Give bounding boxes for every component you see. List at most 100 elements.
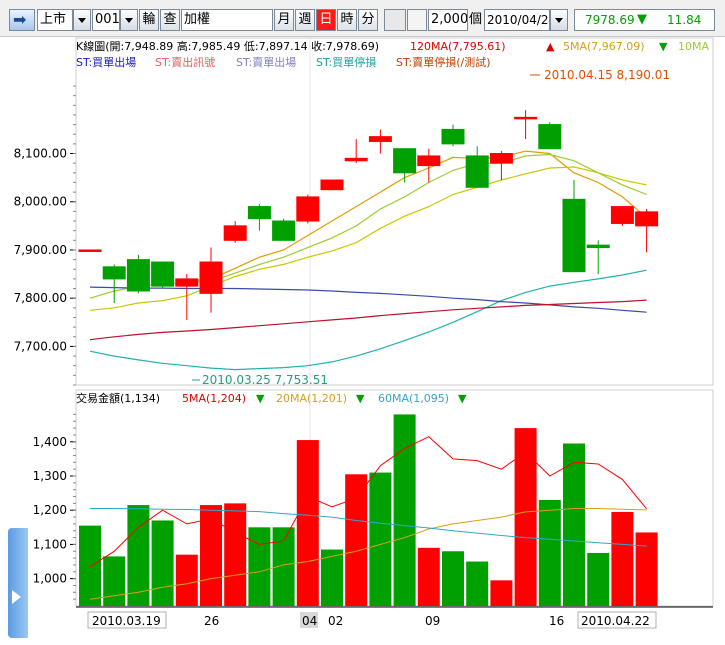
blank-toggle-button-2[interactable] bbox=[407, 9, 427, 31]
volume-ma-line-5MA bbox=[89, 436, 647, 568]
vol-ma5-legend: 5MA(1,204) bbox=[182, 392, 246, 405]
code-dropdown-button[interactable] bbox=[120, 9, 138, 31]
ma-line-60MA bbox=[89, 269, 647, 371]
candle-body bbox=[199, 261, 223, 294]
date-dropdown-button[interactable] bbox=[550, 9, 568, 31]
vol-ma5-arrow-icon: ▼ bbox=[256, 392, 265, 405]
low-annotation: 2010.03.25 7,753.51 bbox=[202, 373, 328, 387]
candle-body bbox=[538, 124, 562, 150]
rotate-button[interactable]: 輪 bbox=[139, 9, 159, 31]
go-arrow-button[interactable]: ➡ bbox=[9, 9, 35, 31]
date-input[interactable]: 2010/04/22 bbox=[484, 9, 550, 31]
quote-box: 7978.69 ▼ 11.84 bbox=[574, 9, 715, 31]
ma5-legend: 5MA(7,967.09) bbox=[563, 40, 645, 53]
period-hour-button[interactable]: 時 bbox=[337, 9, 357, 31]
change-arrow-icon: ▼ bbox=[637, 12, 647, 27]
volume-bar bbox=[587, 552, 610, 606]
candle-body bbox=[417, 155, 441, 167]
x-label-26: 26 bbox=[204, 614, 219, 628]
price-tick-label: 8,100.00 bbox=[14, 147, 67, 161]
st-legend-4: ST:買單停損 bbox=[316, 55, 376, 69]
candle-body bbox=[175, 278, 199, 287]
candle-body bbox=[272, 220, 296, 241]
candle-body bbox=[393, 148, 417, 174]
volume-bar bbox=[296, 440, 319, 606]
blank-toggle-button[interactable] bbox=[384, 9, 406, 31]
volume-tick-label: 1,100 bbox=[33, 537, 67, 551]
volume-bar bbox=[345, 474, 368, 606]
volume-bar bbox=[393, 414, 416, 606]
volume-bar bbox=[127, 505, 150, 606]
candle-body bbox=[635, 211, 659, 227]
ma-line-240MA bbox=[89, 299, 647, 341]
candle-body bbox=[562, 198, 586, 273]
volume-tick-label: 1,200 bbox=[33, 503, 67, 517]
candle-body bbox=[441, 128, 465, 145]
price-tick-label: 7,900.00 bbox=[14, 243, 67, 257]
volume-bar bbox=[611, 511, 634, 606]
vol-ma20-legend: 20MA(1,201) bbox=[276, 392, 347, 405]
index-name-field: 加權 bbox=[181, 9, 273, 31]
candle-body bbox=[489, 153, 513, 164]
candle-body bbox=[247, 206, 271, 220]
price-tick-label: 7,800.00 bbox=[14, 291, 67, 305]
candle-body bbox=[610, 206, 634, 224]
st-legend-1: ST:買單出場 bbox=[76, 55, 136, 69]
volume-bar bbox=[103, 556, 126, 606]
volume-bar bbox=[442, 551, 464, 606]
vol-ma20-arrow-icon: ▼ bbox=[356, 392, 365, 405]
candle-body bbox=[223, 225, 247, 241]
ma-line-10MA bbox=[89, 166, 647, 311]
volume-ma-line-20MA bbox=[89, 508, 647, 600]
count-input[interactable]: 2,000 bbox=[428, 9, 468, 31]
ma5-arrow-icon: ▼ bbox=[659, 40, 668, 53]
volume-bar bbox=[417, 547, 440, 606]
candle-body bbox=[368, 136, 392, 142]
side-panel-toggle[interactable] bbox=[8, 528, 28, 638]
candle-body bbox=[465, 155, 489, 188]
x-end-box bbox=[577, 611, 657, 629]
volume-bar bbox=[248, 527, 271, 606]
x-label-02: 02 bbox=[328, 614, 343, 628]
volume-bar bbox=[200, 505, 222, 606]
volume-tick-label: 1,400 bbox=[33, 435, 67, 449]
period-day-button[interactable]: 日 bbox=[316, 9, 336, 31]
ma-line-120MA bbox=[89, 286, 647, 313]
market-select[interactable]: 上市 bbox=[37, 9, 73, 31]
expand-arrow-icon bbox=[12, 590, 21, 604]
volume-bar bbox=[635, 532, 658, 606]
x-04-box bbox=[300, 612, 318, 628]
volume-bar bbox=[538, 499, 561, 606]
volume-bar bbox=[79, 525, 101, 606]
ma-line-5MA bbox=[186, 150, 647, 282]
volume-bar bbox=[514, 428, 537, 606]
volume-bar bbox=[369, 472, 392, 606]
x-label-end: 2010.04.22 bbox=[581, 614, 650, 628]
volume-bar bbox=[466, 561, 489, 606]
x-label-start: 2010.03.19 bbox=[92, 614, 161, 628]
vol-ma60-legend: 60MA(1,095) bbox=[378, 392, 449, 405]
code-input[interactable]: 001 bbox=[92, 9, 120, 31]
volume-title: 交易金額(1,134) bbox=[76, 391, 160, 405]
market-dropdown-button[interactable] bbox=[73, 9, 91, 31]
period-month-button[interactable]: 月 bbox=[274, 9, 294, 31]
volume-bar bbox=[151, 520, 174, 606]
candle-body bbox=[586, 244, 610, 249]
toolbar: ➡ 上市 001 輪 查 加權 月 週 日 時 分 2,000 個 2010/0… bbox=[0, 0, 725, 37]
volume-bar bbox=[224, 503, 247, 606]
candle-body bbox=[344, 157, 368, 162]
ma120-legend: 120MA(7,795.61) bbox=[410, 40, 506, 53]
volume-tick-label: 1,300 bbox=[33, 469, 67, 483]
kline-legend: K線圖(開:7,948.89 高:7,985.49 低:7,897.14 收:7… bbox=[76, 39, 379, 53]
ma10-legend: 10MA bbox=[678, 40, 709, 53]
candle-body bbox=[126, 259, 150, 292]
query-button[interactable]: 查 bbox=[160, 9, 180, 31]
period-week-button[interactable]: 週 bbox=[295, 9, 315, 31]
price-tick-label: 7,700.00 bbox=[14, 339, 67, 353]
period-minute-button[interactable]: 分 bbox=[358, 9, 378, 31]
candle-body bbox=[102, 266, 126, 280]
x-label-09: 09 bbox=[425, 614, 440, 628]
change-value: 11.84 bbox=[667, 13, 702, 27]
ma120-arrow-icon: ▲ bbox=[546, 40, 555, 53]
